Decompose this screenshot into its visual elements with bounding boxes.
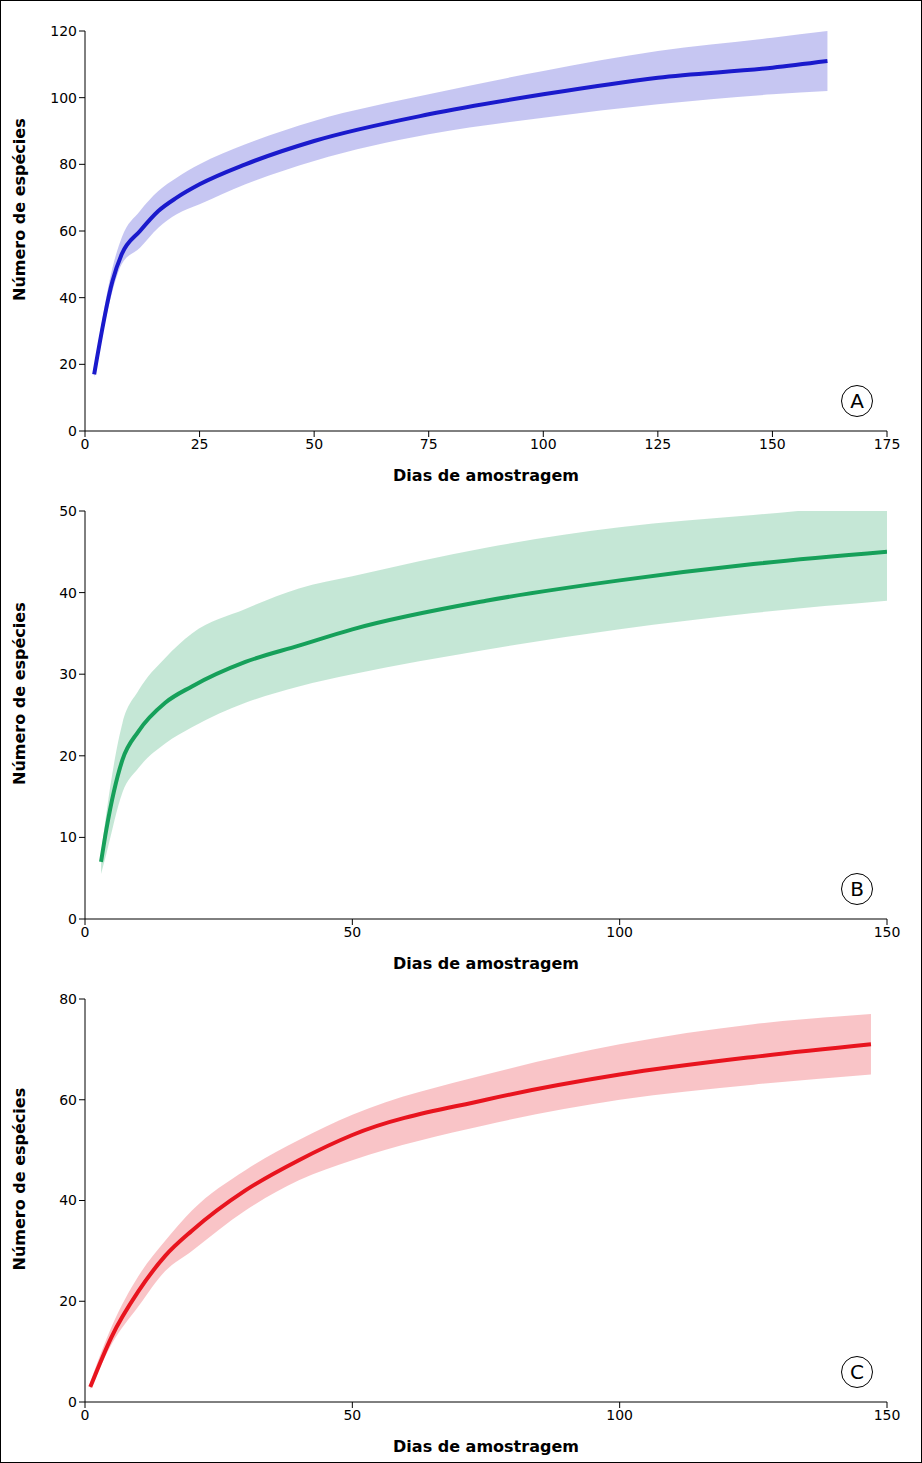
- svg-text:60: 60: [59, 1092, 77, 1108]
- svg-text:0: 0: [68, 911, 77, 927]
- svg-text:50: 50: [59, 503, 77, 519]
- svg-text:40: 40: [59, 290, 77, 306]
- svg-text:30: 30: [59, 666, 77, 682]
- svg-text:0: 0: [68, 423, 77, 439]
- svg-text:Número de espécies: Número de espécies: [10, 602, 29, 785]
- svg-text:50: 50: [343, 1407, 361, 1423]
- svg-text:0: 0: [81, 1407, 90, 1423]
- svg-text:40: 40: [59, 585, 77, 601]
- svg-text:150: 150: [874, 924, 901, 940]
- svg-text:125: 125: [644, 436, 671, 452]
- svg-text:150: 150: [759, 436, 786, 452]
- svg-text:0: 0: [68, 1394, 77, 1410]
- svg-text:60: 60: [59, 223, 77, 239]
- svg-text:20: 20: [59, 356, 77, 372]
- svg-text:0: 0: [81, 924, 90, 940]
- html-text:B: B: [850, 877, 864, 901]
- svg-text:25: 25: [191, 436, 209, 452]
- svg-text:Número de espécies: Número de espécies: [10, 118, 29, 301]
- svg-text:100: 100: [50, 90, 77, 106]
- svg-text:175: 175: [874, 436, 901, 452]
- svg-text:Dias de amostragem: Dias de amostragem: [393, 1437, 579, 1456]
- html-text:C: C: [850, 1360, 864, 1384]
- html-text:A: A: [850, 389, 864, 413]
- svg-text:Número de espécies: Número de espécies: [10, 1088, 29, 1271]
- svg-text:100: 100: [530, 436, 557, 452]
- svg-text:120: 120: [50, 23, 77, 39]
- svg-text:Dias de amostragem: Dias de amostragem: [393, 954, 579, 973]
- svg-text:80: 80: [59, 991, 77, 1007]
- svg-text:20: 20: [59, 748, 77, 764]
- svg-text:75: 75: [420, 436, 438, 452]
- svg-text:10: 10: [59, 829, 77, 845]
- svg-text:40: 40: [59, 1192, 77, 1208]
- svg-text:150: 150: [874, 1407, 901, 1423]
- svg-text:100: 100: [606, 924, 633, 940]
- svg-text:50: 50: [343, 924, 361, 940]
- svg-text:80: 80: [59, 156, 77, 172]
- svg-text:Dias de amostragem: Dias de amostragem: [393, 466, 579, 485]
- svg-text:20: 20: [59, 1293, 77, 1309]
- svg-text:50: 50: [305, 436, 323, 452]
- svg-text:100: 100: [606, 1407, 633, 1423]
- svg-text:0: 0: [81, 436, 90, 452]
